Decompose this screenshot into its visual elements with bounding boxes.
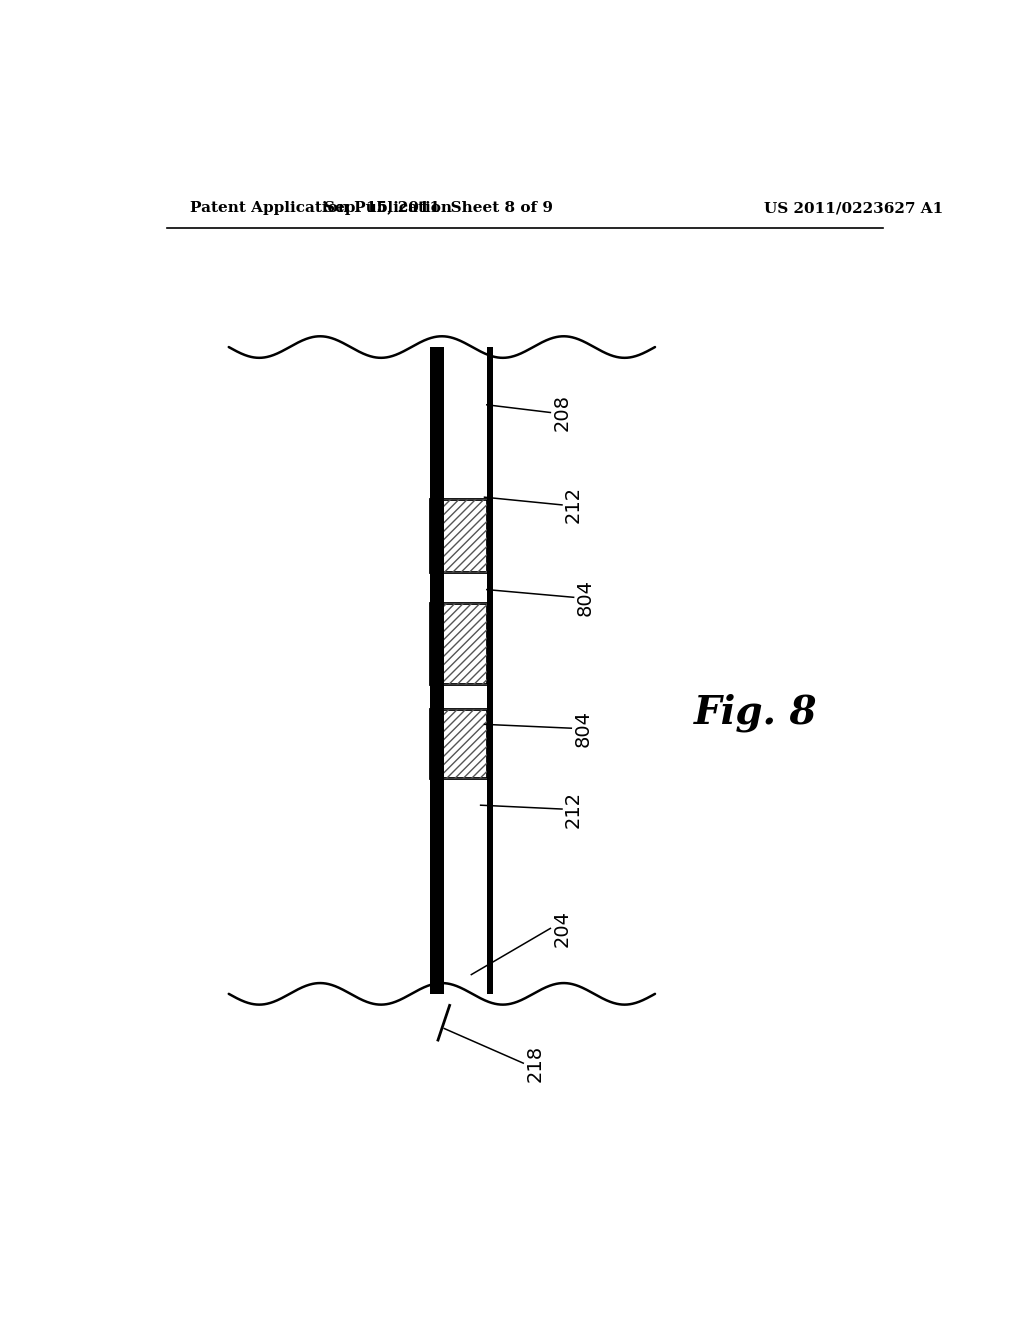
Bar <box>430 709 486 779</box>
Bar <box>430 499 486 573</box>
Bar <box>430 603 486 684</box>
Text: 212: 212 <box>564 486 583 524</box>
Text: 212: 212 <box>564 791 583 828</box>
Text: 208: 208 <box>553 393 571 432</box>
Bar <box>430 347 444 994</box>
Bar <box>486 347 493 994</box>
Bar <box>430 709 486 779</box>
Text: 204: 204 <box>553 909 571 946</box>
Bar <box>444 347 486 994</box>
Bar <box>430 603 486 684</box>
Bar <box>430 347 444 994</box>
Text: 804: 804 <box>573 710 593 747</box>
Text: Patent Application Publication: Patent Application Publication <box>190 202 452 215</box>
Bar <box>486 347 493 994</box>
Text: Fig. 8: Fig. 8 <box>693 693 817 733</box>
Bar <box>430 499 486 573</box>
Text: Sep. 15, 2011  Sheet 8 of 9: Sep. 15, 2011 Sheet 8 of 9 <box>324 202 553 215</box>
Text: 218: 218 <box>525 1044 545 1081</box>
Text: US 2011/0223627 A1: US 2011/0223627 A1 <box>764 202 943 215</box>
Text: 804: 804 <box>575 578 595 616</box>
